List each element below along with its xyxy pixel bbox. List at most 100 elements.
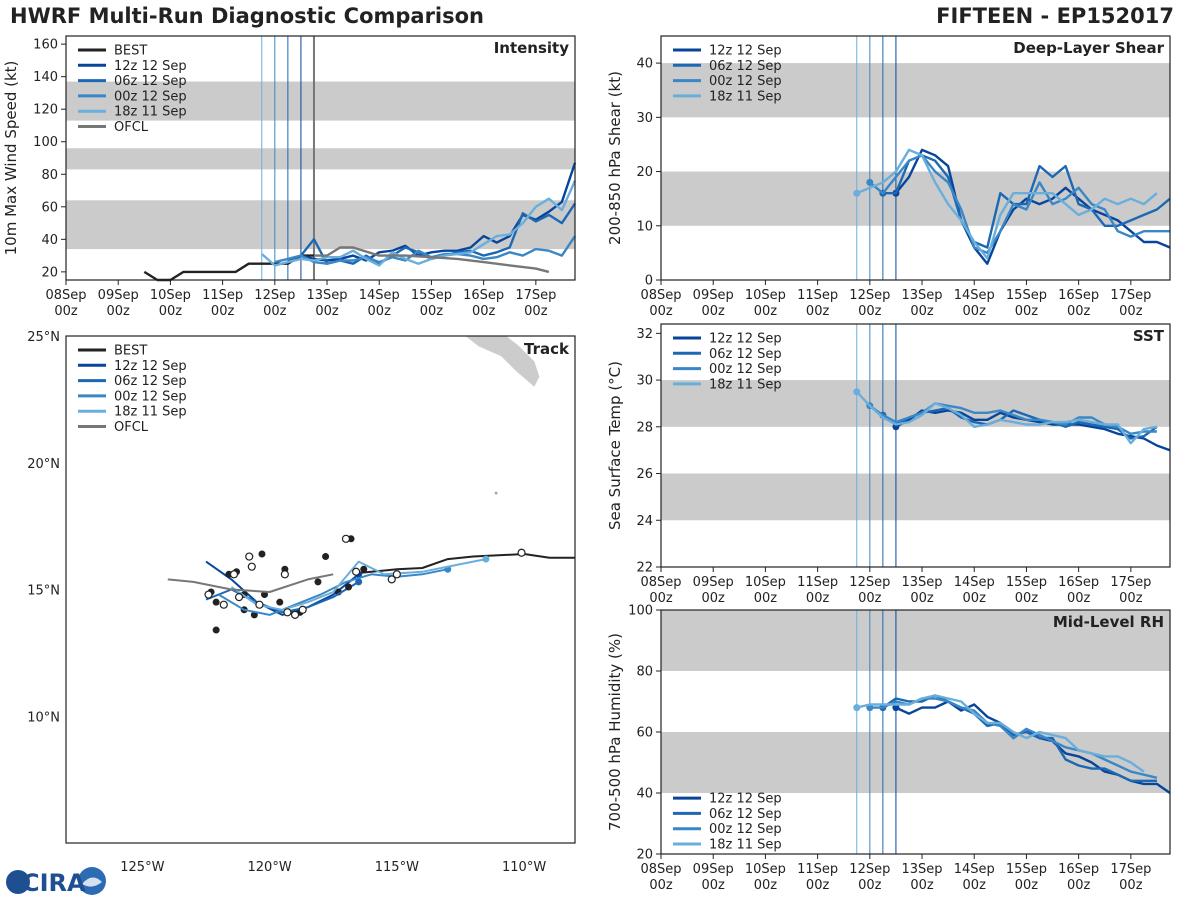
storm-id: FIFTEEN - EP152017 <box>936 4 1174 28</box>
intensity-xtick-label: 16Sep <box>463 288 504 303</box>
intensity-ytick-label: 140 <box>33 70 58 85</box>
sst-xtick-label-2: 00z <box>910 591 934 606</box>
sst-panel-title: SST <box>1133 327 1165 345</box>
rh-panel: 2040608010008Sep00z09Sep00z10Sep00z11Sep… <box>606 604 1171 893</box>
rh-xtick-label: 12Sep <box>849 862 890 877</box>
sst-legend-label-r06z12: 06z 12 Sep <box>709 347 782 362</box>
intensity-xtick-label: 10Sep <box>150 288 191 303</box>
intensity-xtick-label-2: 00z <box>315 304 339 319</box>
intensity-xtick-label: 14Sep <box>359 288 400 303</box>
track-series-r18z11 <box>230 558 487 611</box>
intensity-legend-label-best: BEST <box>114 44 147 59</box>
track-point-open <box>280 570 289 579</box>
shear-xtick-label: 16Sep <box>1058 288 1099 303</box>
rh-xtick-label-2: 00z <box>702 878 726 893</box>
track-point-open <box>341 534 351 543</box>
sst-ytick-label: 24 <box>636 514 653 529</box>
logo-text: CIRA <box>22 869 86 897</box>
track-legend-label-r18z11: 18z 11 Sep <box>114 405 187 420</box>
intensity-band <box>66 148 575 170</box>
track-xtick-label: 110°W <box>502 860 546 875</box>
track-legend-label-r06z12: 06z 12 Sep <box>114 374 187 389</box>
track-series-ofcl <box>167 573 334 593</box>
intensity-xtick-label-2: 00z <box>472 304 496 319</box>
rh-xtick-label-2: 00z <box>1119 878 1143 893</box>
intensity-legend-label-r00z12: 00z 12 Sep <box>114 89 187 104</box>
rh-xtick-label: 09Sep <box>693 862 734 877</box>
intensity-xtick-label-2: 00z <box>159 304 183 319</box>
intensity-series-r00z12 <box>274 235 576 265</box>
rh-ytick-label: 80 <box>636 665 653 680</box>
shear-legend-label-r06z12: 06z 12 Sep <box>709 59 782 74</box>
sst-xtick-label-2: 00z <box>1015 591 1039 606</box>
intensity-xtick-label-2: 00z <box>263 304 287 319</box>
rh-xtick-label: 10Sep <box>745 862 786 877</box>
shear-legend-label-r12z12: 12z 12 Sep <box>709 44 782 59</box>
intensity-legend-label-r06z12: 06z 12 Sep <box>114 74 187 89</box>
track-point-open <box>517 548 526 557</box>
sst-legend-label-r18z11: 18z 11 Sep <box>709 377 782 392</box>
shear-xtick-label-2: 00z <box>1067 304 1091 319</box>
shear-xtick-label-2: 00z <box>1119 304 1143 319</box>
track-point-closed <box>212 598 220 606</box>
sst-xtick-label: 11Sep <box>797 575 838 590</box>
sst-xtick-label-2: 00z <box>1119 591 1143 606</box>
track-legend-label-best: BEST <box>114 344 147 359</box>
intensity-xtick-label-2: 00z <box>524 304 548 319</box>
shear-xtick-label-2: 00z <box>754 304 778 319</box>
rh-xtick-label-2: 00z <box>1067 878 1091 893</box>
sst-ytick-label: 22 <box>636 561 653 576</box>
shear-ytick-label: 10 <box>636 219 653 234</box>
track-point-open <box>290 610 300 619</box>
shear-xtick-label: 17Sep <box>1110 288 1151 303</box>
intensity-xtick-label: 15Sep <box>411 288 452 303</box>
sst-series-r18z11 <box>855 390 1158 445</box>
track-point-open <box>298 605 307 614</box>
rh-xtick-label-2: 00z <box>858 878 882 893</box>
rh-xtick-label: 14Sep <box>954 862 995 877</box>
track-point-closed <box>276 598 284 606</box>
track-ytick-label: 25°N <box>27 330 60 345</box>
sst-xtick-label: 08Sep <box>640 575 681 590</box>
sst-xtick-label-2: 00z <box>754 591 778 606</box>
sst-xtick-label: 12Sep <box>849 575 890 590</box>
shear-xtick-label-2: 00z <box>910 304 934 319</box>
track-point-open <box>255 600 264 609</box>
sst-xtick-label: 13Sep <box>902 575 943 590</box>
shear-ytick-label: 40 <box>636 57 653 72</box>
logo-swoosh-icon <box>82 877 102 887</box>
track-series-r00z12 <box>218 568 448 616</box>
rh-series-r18z11 <box>856 694 1145 773</box>
sst-xtick-label-2: 00z <box>649 591 673 606</box>
shear-xtick-label-2: 00z <box>702 304 726 319</box>
track-point-open <box>245 552 254 561</box>
rh-ytick-label: 60 <box>636 726 653 741</box>
sst-xtick-label-2: 00z <box>1067 591 1091 606</box>
rh-legend-label-r12z12: 12z 12 Sep <box>709 792 782 807</box>
track-legend-label-r12z12: 12z 12 Sep <box>114 359 187 374</box>
track-legend-label-r00z12: 00z 12 Sep <box>114 389 187 404</box>
rh-xtick-label-2: 00z <box>649 878 673 893</box>
rh-xtick-label: 16Sep <box>1058 862 1099 877</box>
track-ytick-label: 15°N <box>27 584 60 599</box>
rh-xtick-label-2: 00z <box>1015 878 1039 893</box>
track-xtick-label: 125°W <box>120 860 164 875</box>
track-point-open <box>204 590 213 599</box>
intensity-xtick-label: 12Sep <box>254 288 295 303</box>
shear-legend-label-r00z12: 00z 12 Sep <box>709 74 782 89</box>
intensity-legend-label-r12z12: 12z 12 Sep <box>114 59 187 74</box>
rh-xtick-label: 15Sep <box>1006 862 1047 877</box>
rh-ytick-label: 100 <box>628 604 653 619</box>
track-frame <box>65 335 576 844</box>
intensity-series-ofcl <box>314 246 550 274</box>
track-point-open <box>234 593 244 602</box>
sst-xtick-label: 15Sep <box>1006 575 1047 590</box>
shear-xtick-label: 08Sep <box>640 288 681 303</box>
intensity-legend-label-ofcl: OFCL <box>114 120 149 135</box>
sst-legend-label-r00z12: 00z 12 Sep <box>709 362 782 377</box>
shear-xtick-label: 15Sep <box>1006 288 1047 303</box>
track-start-r18z11 <box>482 555 490 563</box>
track-point-closed <box>212 626 220 634</box>
shear-ytick-label: 0 <box>645 274 653 289</box>
